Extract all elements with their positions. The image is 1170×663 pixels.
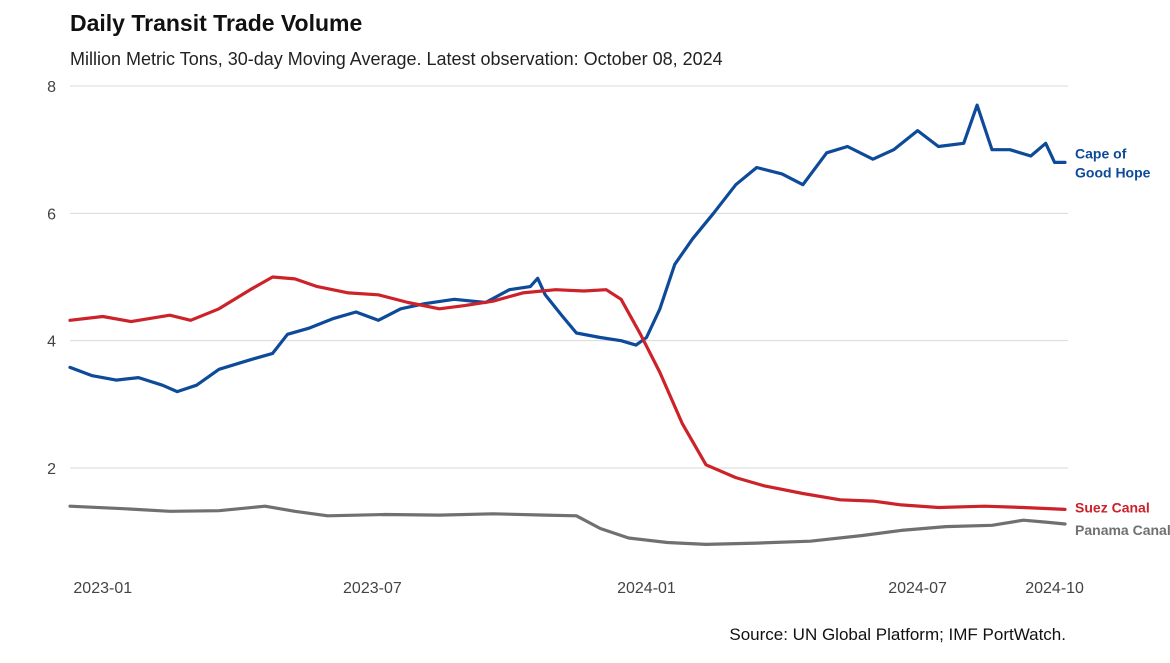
- series-label: Panama Canal: [1075, 522, 1170, 538]
- y-axis: 2 4 6 8: [47, 79, 56, 478]
- series-label: Suez Canal: [1075, 499, 1150, 515]
- x-tick-label: 2023-07: [343, 580, 402, 597]
- series-line: [68, 504, 1067, 546]
- x-tick-label: 2024-01: [617, 580, 676, 597]
- x-tick-label: 2023-01: [73, 580, 132, 597]
- y-tick-label: 2: [47, 461, 56, 478]
- series-line: [68, 103, 1067, 394]
- x-tick-label: 2024-07: [888, 580, 947, 597]
- chart-title: Daily Transit Trade Volume: [70, 10, 363, 36]
- series-labels: Cape of Good Hope Suez Canal Panama Canal: [1075, 145, 1170, 538]
- x-axis: 2023-01 2023-07 2024-01 2024-07 2024-10: [73, 580, 1084, 597]
- series-label: Cape of: [1075, 145, 1127, 161]
- x-tick-label: 2024-10: [1025, 580, 1084, 597]
- y-tick-label: 8: [47, 79, 56, 96]
- gridlines: [70, 85, 1068, 469]
- series-lines: [68, 103, 1067, 546]
- y-tick-label: 6: [47, 206, 56, 223]
- series-line: [68, 275, 1067, 511]
- series-label: Good Hope: [1075, 164, 1151, 180]
- chart-source: Source: UN Global Platform; IMF PortWatc…: [729, 625, 1066, 644]
- y-tick-label: 4: [47, 334, 56, 351]
- chart-subtitle: Million Metric Tons, 30-day Moving Avera…: [70, 49, 723, 69]
